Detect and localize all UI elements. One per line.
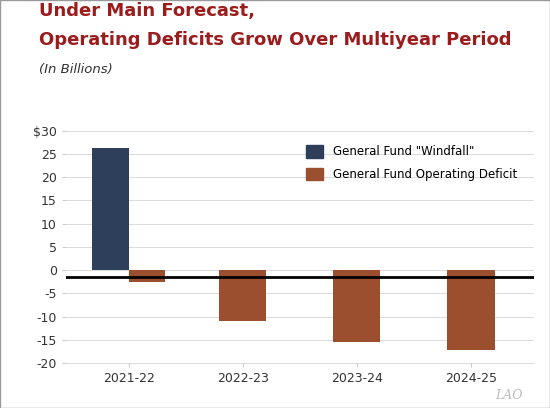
Text: Under Main Forecast,: Under Main Forecast, <box>39 2 255 20</box>
Bar <box>129 270 165 282</box>
Bar <box>219 270 266 321</box>
Text: (In Billions): (In Billions) <box>39 63 112 76</box>
Bar <box>447 270 494 350</box>
Legend: General Fund "Windfall", General Fund Operating Deficit: General Fund "Windfall", General Fund Op… <box>300 139 523 187</box>
Text: Operating Deficits Grow Over Multiyear Period: Operating Deficits Grow Over Multiyear P… <box>39 31 511 49</box>
Text: LAO: LAO <box>495 389 522 402</box>
Bar <box>333 270 381 342</box>
Bar <box>92 148 129 270</box>
